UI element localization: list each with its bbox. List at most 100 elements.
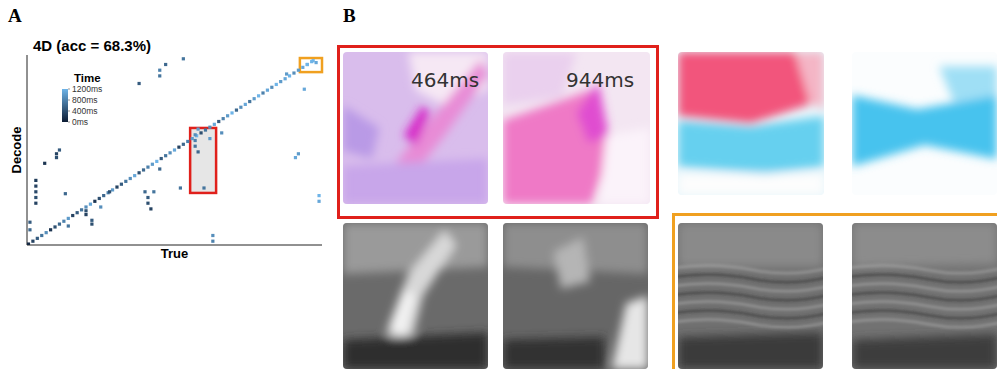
points [27,57,321,245]
orange-frame [674,215,997,369]
point [208,137,211,140]
point [146,202,149,205]
point [99,205,102,208]
image-region [852,334,997,369]
point [55,152,58,155]
image-region [852,223,997,267]
point [292,71,295,74]
point [133,174,136,177]
point [222,117,225,120]
video-frame [343,223,488,369]
point [71,214,74,217]
streak [678,283,823,291]
image-content [852,66,997,166]
point [257,94,260,97]
image-bg [503,52,650,204]
chart-title: 4D (acc = 68.3%) [33,37,151,54]
colorbar-label: 400ms [72,106,98,116]
point [149,207,152,210]
point [317,200,320,203]
point [28,228,31,231]
point [164,63,167,66]
point [213,123,216,126]
image-bg [343,52,488,204]
point [211,234,214,237]
point [191,137,194,140]
streak [852,301,997,309]
point [177,146,180,149]
point [89,203,92,206]
image-region [795,52,824,109]
point [244,103,247,106]
image-region [678,223,823,267]
point [102,194,105,197]
point [239,106,242,109]
point [67,217,70,220]
video-frame [503,223,648,369]
flow-image [852,52,997,195]
colorbar-label: 800ms [72,95,98,105]
point [288,74,291,77]
point [80,208,83,211]
point [294,156,297,159]
x-axis-label: True [161,246,188,261]
point [160,157,163,160]
streak [852,292,997,300]
point [28,221,31,224]
point [194,139,197,142]
image-bg [852,52,997,195]
point [36,237,39,240]
point [27,242,30,245]
point [90,219,93,222]
point [45,231,48,234]
point [84,209,87,212]
image-bg [343,223,488,369]
streak [852,283,997,291]
image-content [503,223,648,369]
point [285,72,288,75]
point [194,133,197,136]
streak [678,301,823,309]
point [155,160,158,163]
point [306,63,309,66]
point [67,224,70,227]
y-axis-label: Decode [9,127,24,174]
point [146,196,149,199]
point [317,194,320,197]
point [204,128,207,131]
image-bg [678,52,824,195]
flow-image [503,52,650,204]
panel-label: A [8,5,22,26]
y-axis-line [27,55,28,245]
point [98,197,101,200]
image-region [343,333,488,369]
image-region [554,238,590,289]
image-region [678,116,824,173]
point [58,223,61,226]
colorbar-tick [68,111,70,112]
image-region [389,289,415,340]
point [138,82,141,85]
point [279,80,282,83]
point [124,180,127,183]
image-region [343,158,488,204]
point [49,228,52,231]
streak [852,310,997,318]
colorbar-tick [68,100,70,101]
image-region [678,333,823,369]
image-region [404,105,430,146]
point [129,177,132,180]
point [253,97,256,100]
highlight-box [300,58,322,72]
flow-image [678,52,824,195]
image-region [343,105,379,158]
video-frame [678,223,823,369]
streak [678,274,823,282]
point [182,143,185,146]
point [34,202,37,205]
point [315,61,318,64]
point [142,168,145,171]
image-content [503,52,650,204]
streaks [678,265,823,327]
streak [852,319,997,327]
